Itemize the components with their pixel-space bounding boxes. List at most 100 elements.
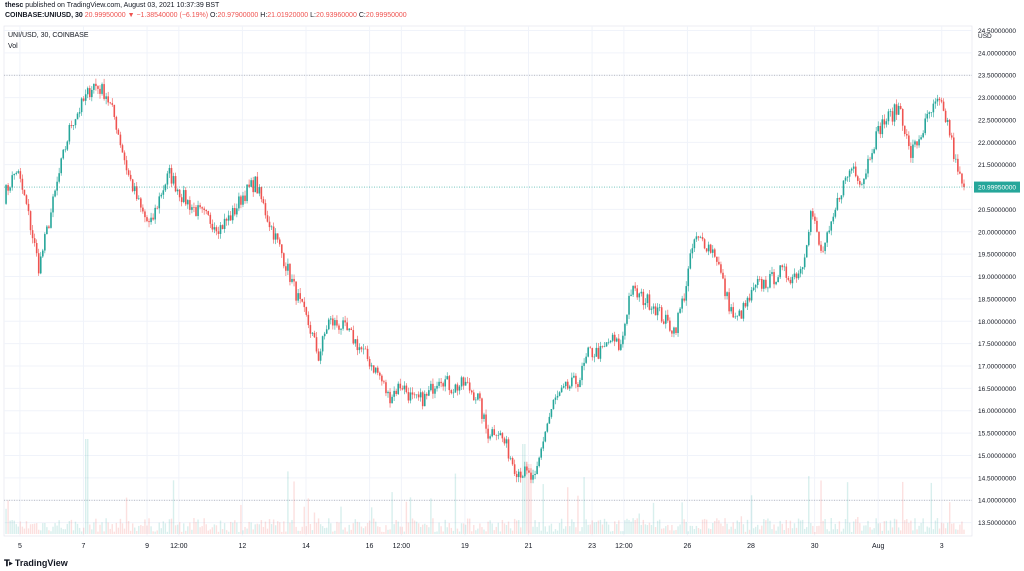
volume-bar [164,523,167,534]
volume-bar [176,524,179,534]
volume-bar [577,495,579,534]
candle-body [287,263,289,271]
volume-bar [82,527,85,534]
volume-bar [897,527,900,534]
candle-body [127,170,130,175]
candle-body [7,185,9,191]
candle-body [197,205,199,216]
volume-bar [383,531,385,534]
volume-bar [867,520,869,534]
volume-bar [801,519,804,534]
volume-bar [301,526,303,534]
volume-bar [538,522,540,534]
tradingview-logo[interactable]: 𝐓▸ TradingView [4,557,68,569]
candle-body [19,171,22,179]
volume-bar [883,521,886,534]
candle-body [807,231,810,246]
candle-body [822,250,824,252]
candle-body [33,238,36,244]
candle-body [526,466,528,471]
candle-body [426,393,428,396]
publish-line: thesc published on TradingView.com, Augu… [5,1,219,11]
publisher-name[interactable]: thesc [5,2,24,9]
candle-body [618,338,620,350]
candle-body [918,139,920,146]
volume-bar [593,522,595,534]
volume-bar [221,529,224,534]
volume-bar [415,521,418,534]
volume-bar [793,523,796,534]
volume-bar [583,477,585,534]
volume-bar [750,495,753,534]
volume-bar [475,530,477,534]
candle-body [622,335,624,345]
candle-body [658,307,661,308]
candle-body [158,196,161,209]
volume-bar [955,529,957,534]
candle-body [881,119,884,135]
volume-bar [567,487,569,534]
candle-body [832,216,835,222]
volume-bar [640,524,642,534]
plot-area [3,25,973,537]
candle-body [430,383,432,391]
legend-title[interactable]: UNI/USD, 30, COINBASE [8,32,89,39]
candle-body [963,183,965,188]
volume-bar [877,523,879,534]
volume-bar [513,518,516,534]
volume-bar [536,526,538,534]
volume-bar [710,529,712,534]
candle-body [752,287,755,290]
volume-bar [60,527,62,534]
candle-body [924,118,926,134]
volume-bar [66,523,69,534]
volume-bar [552,531,555,534]
volume-bar [234,520,236,534]
volume-bar [38,529,40,534]
candle-body [472,392,475,401]
volume-bar [350,529,352,534]
last-price-value: 20.99950000 [84,12,126,19]
volume-bar [242,530,244,534]
candle-body [558,392,561,396]
volume-bar [305,526,307,534]
volume-bar [844,519,847,534]
candle-body [856,176,859,181]
x-tick-label: 30 [811,543,819,550]
price-chart[interactable]: 24.50000000 24.00000000 23.50000000 23.0000… [0,22,1024,555]
volume-bar [64,529,66,534]
volume-bar [501,519,504,534]
candle-body [524,466,526,477]
candle-body [632,285,634,295]
candle-body [129,174,132,180]
candle-body [758,278,761,280]
candle-body [897,105,900,115]
volume-bar [477,528,479,534]
volume-bar [957,529,959,534]
volume-bar [99,524,101,534]
candle-body [846,176,849,178]
volume-bar [432,518,434,534]
candle-body [370,365,373,367]
candle-body [223,218,226,229]
candle-body [773,272,775,285]
volume-bar [616,524,618,534]
candle-body [591,348,594,358]
candle-body [571,377,573,387]
candle-body [301,298,304,302]
volume-bar [469,518,471,534]
volume-bar [562,528,565,534]
volume-bar [730,526,732,534]
legend-vol[interactable]: Vol [8,43,18,50]
candle-body [536,466,538,475]
candle-body [826,232,828,243]
candle-body [546,423,549,432]
volume-bar [863,525,865,534]
candle-body [554,397,557,400]
candle-body [70,125,73,126]
y-tick-label: 20.00000000 [978,229,1016,236]
candle-body [131,179,134,192]
candle-body [319,351,322,361]
volume-bar [722,526,724,534]
candle-body [519,471,522,478]
